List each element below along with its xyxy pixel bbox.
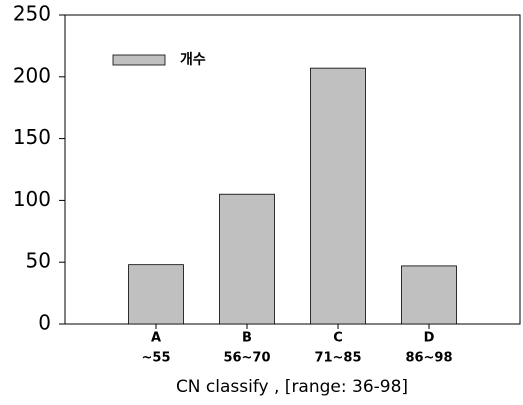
y-tick-label: 250 [13,2,51,26]
y-tick-label: 0 [38,311,51,335]
y-tick-label: 50 [26,249,51,273]
x-tick-label: 56~70 [223,351,270,366]
y-tick-label: 100 [13,187,51,211]
plot-frame [64,14,521,325]
legend-swatch [112,54,166,66]
legend-label: 개수 [180,52,206,68]
bar [310,67,366,325]
x-tick-label: ~55 [142,351,171,366]
x-tick-label: B [242,331,252,346]
x-tick-label: D [424,331,435,346]
bar [128,264,184,325]
y-tick-label: 150 [13,125,51,149]
x-axis-label: CN classify , [range: 36-98] [176,377,408,397]
bar [219,193,275,325]
x-tick-label: 71~85 [314,351,361,366]
y-tick-label: 200 [13,63,51,87]
x-tick-label: 86~98 [405,351,452,366]
x-tick-label: C [333,331,343,346]
bar [401,265,457,325]
x-tick-label: A [151,331,161,346]
